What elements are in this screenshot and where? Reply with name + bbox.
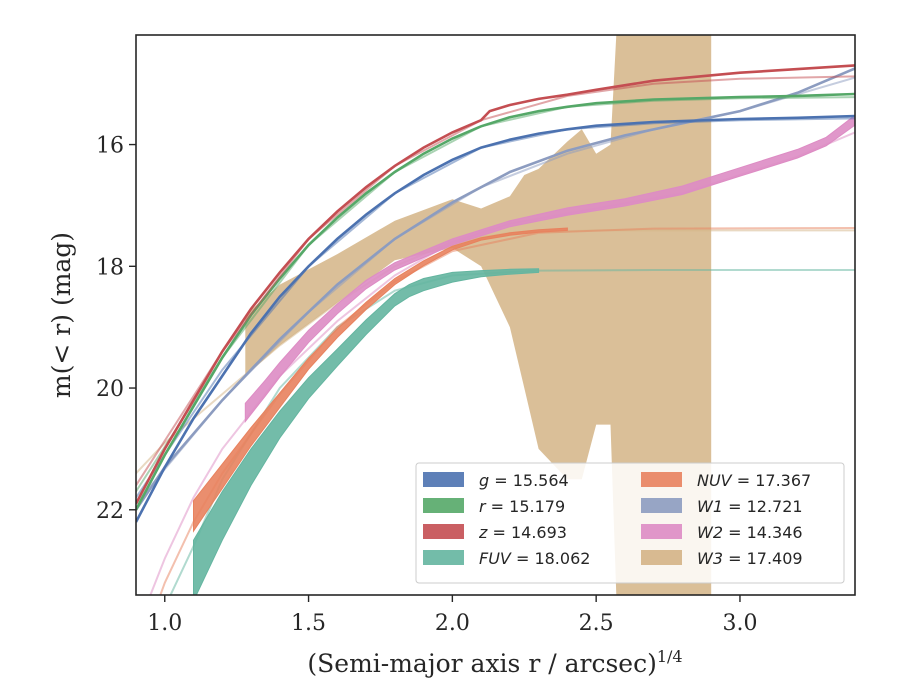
legend-entry: W3 = 17.409 xyxy=(697,549,803,568)
legend-entry: r = 15.179 xyxy=(479,497,565,516)
legend-swatch xyxy=(423,472,464,487)
x-tick-label: 1.5 xyxy=(291,611,326,636)
y-axis: 16 18 20 22 xyxy=(96,134,136,524)
legend-swatch xyxy=(641,472,682,487)
y-axis-label: m(< r) (mag) xyxy=(47,232,76,398)
legend-entry: FUV = 18.062 xyxy=(479,549,590,568)
x-tick-label: 2.0 xyxy=(435,611,470,636)
y-tick-label: 20 xyxy=(96,377,124,402)
legend-swatch xyxy=(423,498,464,513)
series-nuv-band xyxy=(193,227,568,533)
legend-swatch xyxy=(641,524,682,539)
legend: g = 15.564 r = 15.179 z = 14.693 FUV = 18.0… xyxy=(415,462,845,584)
series-w3-band xyxy=(245,35,712,595)
series-z-line xyxy=(136,64,855,505)
legend-swatch xyxy=(423,550,464,565)
legend-entry: NUV = 17.367 xyxy=(697,471,811,490)
series-nuv-model-line xyxy=(159,227,855,595)
series-fuv-band xyxy=(193,268,540,595)
axes-frame xyxy=(135,34,856,596)
y-tick-label: 22 xyxy=(96,499,124,524)
legend-swatch xyxy=(423,524,464,539)
series-w2-band xyxy=(244,114,855,423)
legend-swatch xyxy=(641,498,682,513)
x-tick-label: 2.5 xyxy=(579,611,614,636)
y-tick-label: 18 xyxy=(96,255,124,280)
x-tick-label: 1.0 xyxy=(147,611,182,636)
plot-area xyxy=(136,35,855,595)
y-tick-label: 16 xyxy=(96,134,124,159)
x-axis-label: (Semi-major axis r / arcsec)1/4 xyxy=(307,647,682,678)
legend-entry: z = 14.693 xyxy=(478,523,567,542)
series-r-line xyxy=(136,92,855,511)
legend-frame xyxy=(415,462,845,584)
x-axis: 1.0 1.5 2.0 2.5 3.0 xyxy=(147,595,757,636)
x-tick-label: 3.0 xyxy=(722,611,757,636)
series-g-line xyxy=(136,114,855,523)
series-w1-line xyxy=(136,67,855,511)
legend-entry: g = 15.564 xyxy=(479,471,569,490)
legend-swatch xyxy=(641,550,682,565)
legend-entry: W1 = 12.721 xyxy=(697,497,803,516)
legend-entry: W2 = 14.346 xyxy=(697,523,803,542)
